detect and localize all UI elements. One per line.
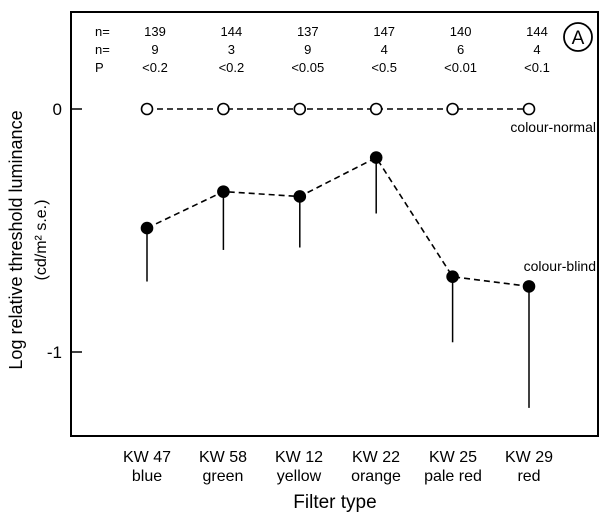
series-label-colour-blind: colour-blind: [524, 258, 596, 274]
stats-value: <0.01: [444, 60, 477, 75]
x-tick-label-colour: red: [517, 468, 540, 485]
x-tick-label-colour: pale red: [424, 468, 482, 485]
stats-row-label: P: [95, 60, 104, 75]
data-point: [369, 151, 383, 164]
data-marks: [140, 102, 536, 408]
data-point: [217, 102, 230, 116]
data-point: [140, 102, 154, 116]
stats-value: <0.2: [142, 60, 168, 75]
data-point: [369, 102, 383, 116]
plot-frame: [70, 11, 599, 437]
stats-value: 6: [457, 42, 464, 57]
stats-row-label: n=: [95, 42, 110, 57]
x-tick-label: KW 12: [275, 449, 323, 466]
panel-label: A: [572, 28, 585, 49]
data-point: [293, 102, 307, 116]
data-point: [140, 221, 154, 235]
stats-value: 144: [221, 24, 243, 39]
data-point: [446, 102, 459, 116]
data-point: [522, 102, 536, 116]
x-tick-label-colour: yellow: [277, 468, 322, 485]
stats-value: 140: [450, 24, 472, 39]
x-tick-label: KW 25: [429, 449, 477, 466]
stats-table: n= n= P 139 144 137 147 140 144 9 3 9 4 6 4 <0.2 <0.2…: [95, 24, 550, 75]
stats-value: 9: [151, 42, 158, 57]
x-tick-label: KW 47: [123, 449, 171, 466]
stats-value: 137: [297, 24, 319, 39]
x-tick-label: KW 22: [352, 449, 400, 466]
x-tick-label-colour: orange: [351, 468, 401, 485]
x-axis-label: Filter type: [293, 492, 376, 513]
data-point: [217, 185, 230, 198]
series-label-colour-normal: colour-normal: [510, 119, 596, 135]
stats-value: <0.2: [219, 60, 245, 75]
stats-value: 4: [381, 42, 388, 57]
data-point: [293, 190, 307, 203]
data-point: [446, 270, 459, 283]
stats-value: 144: [526, 24, 548, 39]
y-tick-label: 0: [53, 100, 62, 119]
y-tick-label: -1: [47, 343, 62, 362]
data-point: [522, 280, 536, 293]
series-line-colour-blind: [146, 156, 530, 288]
x-tick-label-colour: blue: [132, 468, 162, 485]
stats-value: 9: [304, 42, 311, 57]
panel-label-circle: [563, 22, 593, 52]
stats-value: 4: [533, 42, 540, 57]
stats-value: <0.1: [524, 60, 550, 75]
stats-value: <0.5: [371, 60, 397, 75]
stats-value: 3: [228, 42, 235, 57]
x-tick-label: KW 58: [199, 449, 247, 466]
stats-row-label: n=: [95, 24, 110, 39]
y-axis: 0 -1: [47, 100, 82, 362]
x-axis: KW 47 blue KW 58 green KW 12 yellow KW 2…: [123, 449, 553, 485]
stats-value: 147: [373, 24, 395, 39]
y-axis-label-units: (cd/m² s.e.): [33, 200, 50, 281]
x-tick-label-colour: green: [203, 468, 244, 485]
stats-value: <0.05: [291, 60, 324, 75]
stats-value: 139: [144, 24, 166, 39]
y-axis-label: Log relative threshold luminance: [6, 110, 26, 369]
x-tick-label: KW 29: [505, 449, 553, 466]
